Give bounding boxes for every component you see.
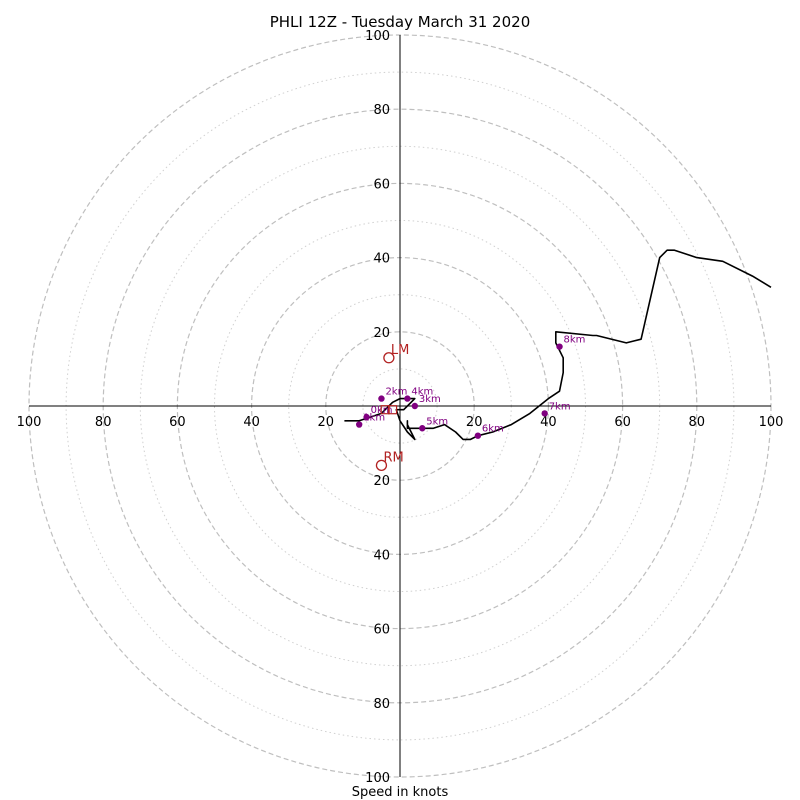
hodograph-series-0 — [344, 249, 772, 441]
x-tick-label: 100 — [759, 415, 784, 430]
chart-title: PHLI 12Z - Tuesday March 31 2020 — [270, 13, 531, 31]
height-marker-label: 5km — [426, 416, 448, 427]
x-tick-label: 40 — [243, 415, 260, 430]
x-tick-label: 80 — [689, 415, 706, 430]
y-tick-label: 20 — [373, 474, 390, 489]
axes — [29, 35, 771, 777]
height-marker-label: 3km — [419, 394, 441, 405]
x-tick-label: 80 — [95, 415, 112, 430]
height-marker-0km — [363, 413, 370, 421]
x-tick-label: 60 — [169, 415, 186, 430]
mean-wind-marker-1 — [387, 405, 398, 415]
height-marker-label: 4km — [411, 387, 433, 398]
y-tick-label: 60 — [373, 623, 390, 638]
height-marker-label: 7km — [549, 401, 571, 412]
height-marker-label: 6km — [482, 424, 504, 435]
storm-motion-markers: LM RM — [375, 343, 409, 472]
y-tick-label: 40 — [373, 252, 390, 267]
height-marker-5km — [419, 425, 426, 432]
height-marker-4km — [404, 395, 411, 402]
tick-labels: 100 80 60 40 20 20 40 60 80 100 100 80 60 40 20 20 40 60 8… — [17, 29, 784, 786]
height-marker-1km — [355, 421, 363, 428]
storm-motion-label: RM — [383, 450, 403, 465]
height-marker-2km — [378, 395, 385, 402]
x-tick-label: 60 — [614, 415, 631, 430]
height-marker-6km — [474, 432, 482, 439]
height-marker-label: 8km — [564, 335, 586, 346]
x-tick-label: 20 — [318, 415, 335, 430]
hodograph-trace — [344, 249, 772, 441]
height-marker-label: 1km — [363, 413, 385, 424]
y-tick-label: 60 — [373, 177, 390, 192]
x-tick-label: 20 — [466, 415, 483, 430]
storm-motion-rm — [375, 459, 388, 472]
y-tick-label: 100 — [365, 29, 390, 44]
x-tick-label: 100 — [17, 415, 42, 430]
x-tick-label: 40 — [540, 415, 557, 430]
height-marker-label: 2km — [385, 387, 407, 398]
height-marker-3km — [411, 402, 419, 410]
y-tick-label: 20 — [373, 326, 390, 341]
storm-motion-label: LM — [391, 343, 409, 358]
height-marker-7km — [541, 410, 548, 417]
y-tick-label: 40 — [373, 548, 390, 563]
y-tick-label: 100 — [365, 771, 390, 786]
height-marker-8km — [556, 343, 563, 350]
y-tick-label: 80 — [373, 697, 390, 712]
storm-motion-lm — [383, 352, 395, 364]
x-axis-label: Speed in knots — [352, 785, 449, 800]
y-tick-label: 80 — [373, 103, 390, 118]
